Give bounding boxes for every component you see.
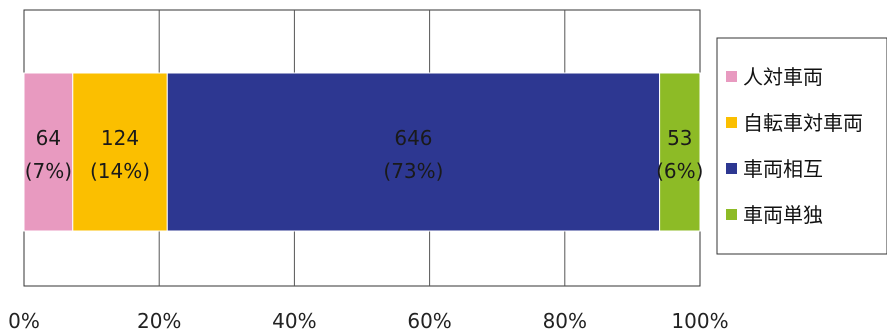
- segment-value-label: 53: [667, 126, 692, 150]
- legend-box: [716, 37, 887, 255]
- x-tick-label: 0%: [8, 309, 40, 333]
- segment-percent-label: (7%): [25, 159, 72, 183]
- bar-segments: [23, 72, 701, 232]
- segment-value-label: 124: [101, 126, 139, 150]
- x-tick-label: 20%: [137, 309, 181, 333]
- legend-swatch: [726, 117, 737, 128]
- segment-value-label: 646: [394, 126, 432, 150]
- bar-segment: [659, 72, 701, 232]
- x-tick-label: 80%: [543, 309, 587, 333]
- segment-labels: 64 (7%) 124 (14%) 646 (73%) 53 (6%): [25, 126, 704, 183]
- legend-swatch: [726, 71, 737, 82]
- bar-segment: [166, 72, 661, 232]
- x-tick-label: 60%: [407, 309, 451, 333]
- legend-swatch: [726, 163, 737, 174]
- segment-value-label: 64: [36, 126, 61, 150]
- legend-label: 車両相互: [743, 157, 823, 181]
- legend-label: 車両単独: [743, 203, 823, 227]
- legend-label: 人対車両: [743, 65, 823, 89]
- legend-swatch: [726, 209, 737, 220]
- legend-label: 自転車対車両: [743, 111, 863, 135]
- x-tick-label: 40%: [272, 309, 316, 333]
- x-axis-ticks: 0% 20% 40% 60% 80% 100%: [8, 309, 728, 333]
- segment-percent-label: (14%): [90, 159, 150, 183]
- x-tick-label: 100%: [671, 309, 728, 333]
- segment-percent-label: (73%): [383, 159, 443, 183]
- bar-segment: [72, 72, 168, 232]
- segment-percent-label: (6%): [656, 159, 703, 183]
- bar-segment: [23, 72, 74, 232]
